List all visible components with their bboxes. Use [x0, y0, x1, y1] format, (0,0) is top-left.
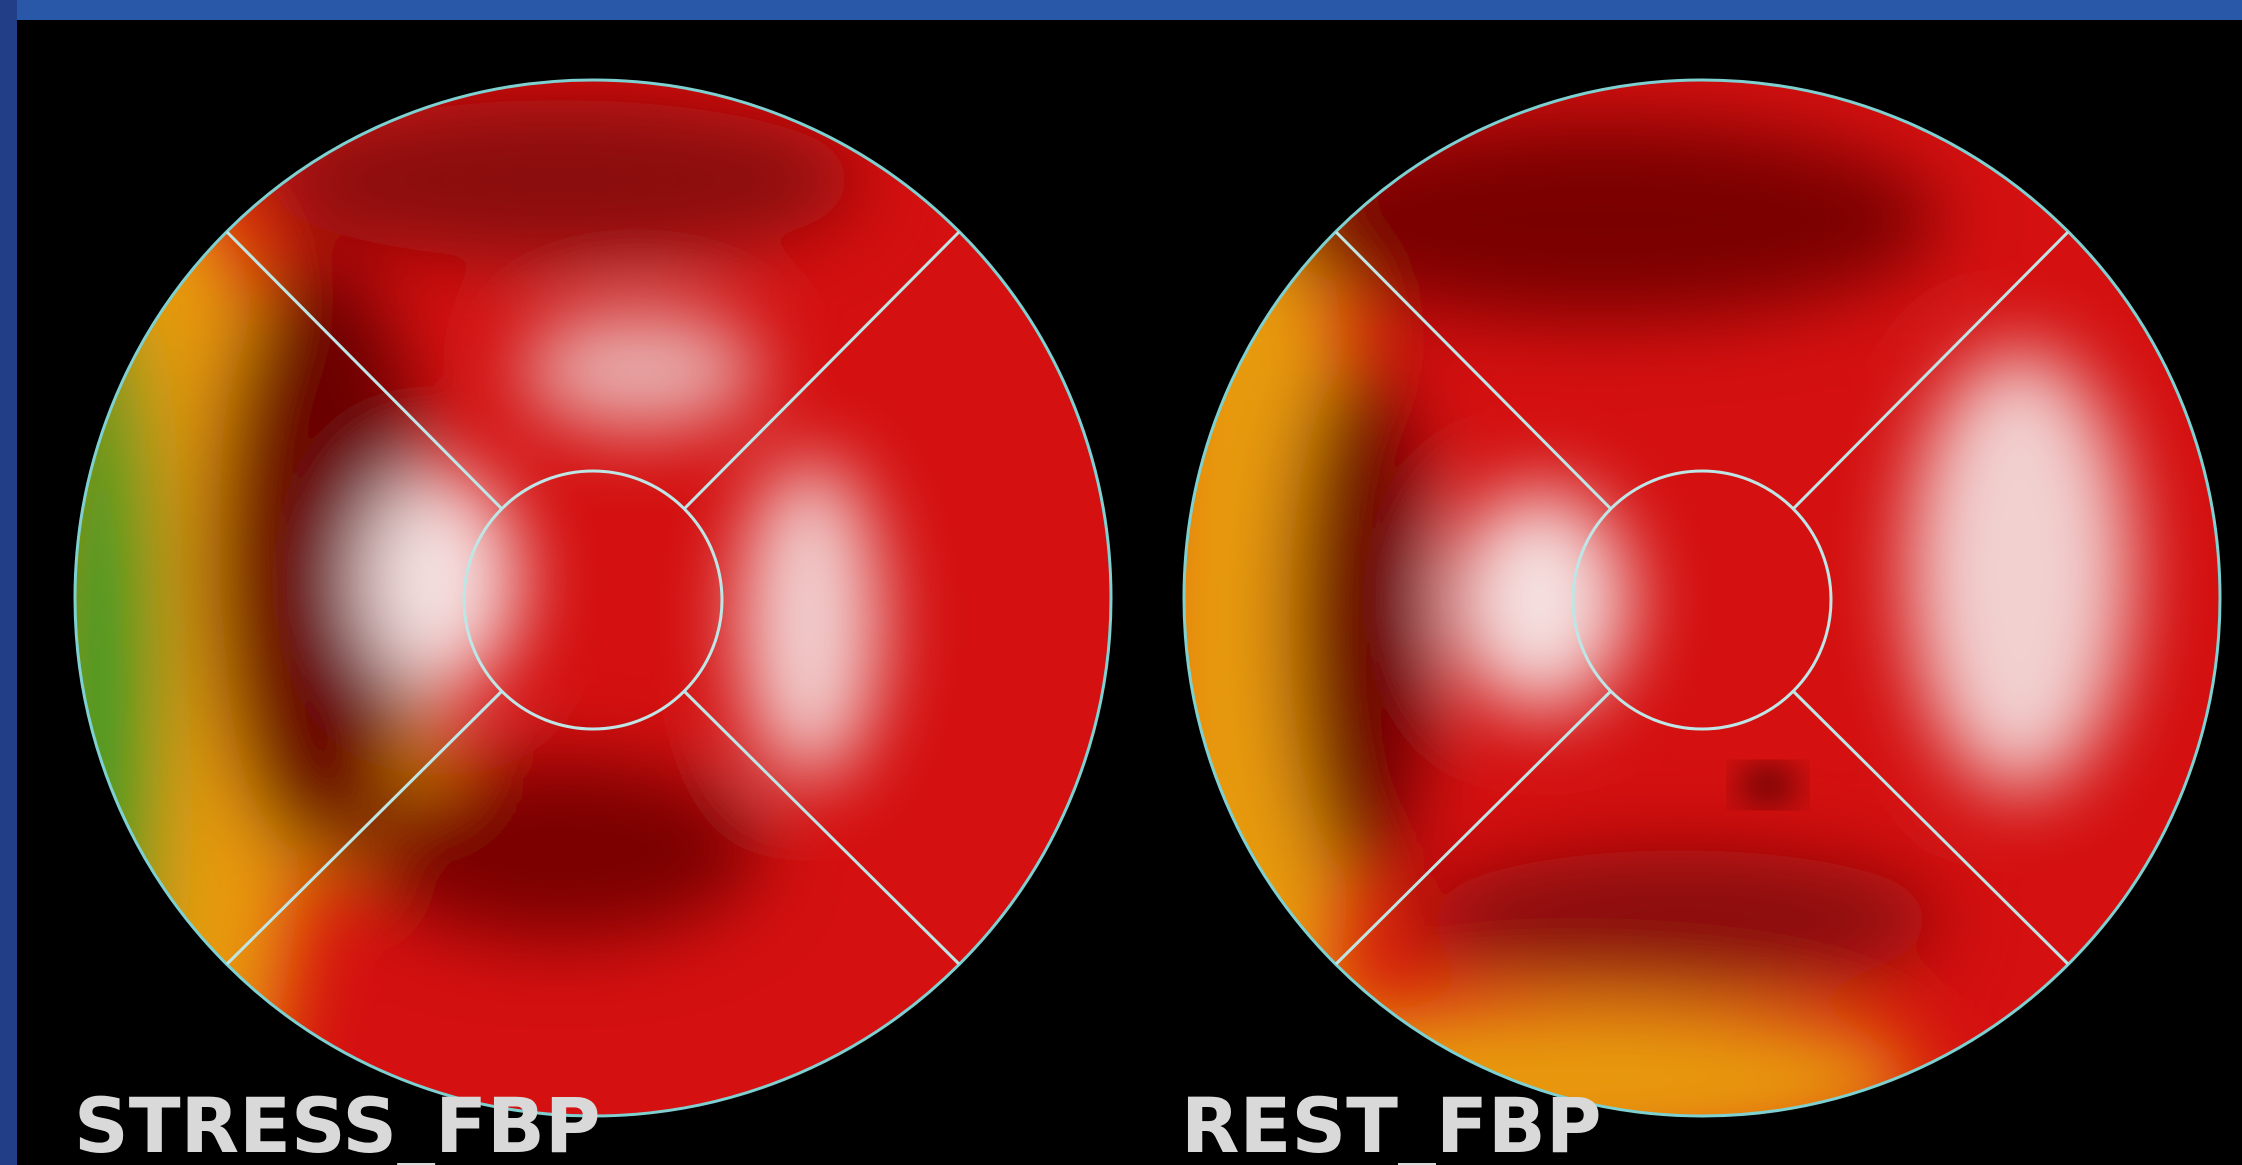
panel-label: REST_FBP — [1181, 1081, 1602, 1165]
panel-label: STRESS_FBP — [74, 1081, 601, 1165]
screen: STRESS_FBP REST_FBP — [0, 0, 2242, 1165]
top-bar — [0, 0, 2242, 20]
side-bar — [0, 0, 17, 1165]
